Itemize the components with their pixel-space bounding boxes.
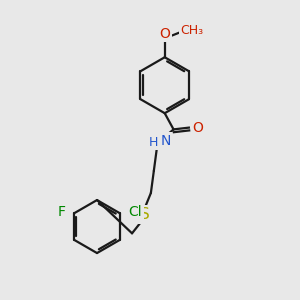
Text: Cl: Cl <box>128 205 142 219</box>
Text: O: O <box>159 27 170 41</box>
Text: F: F <box>58 205 66 219</box>
Text: N: N <box>160 134 171 148</box>
Text: CH₃: CH₃ <box>181 24 204 37</box>
Text: S: S <box>140 207 149 222</box>
Text: O: O <box>192 121 203 135</box>
Text: H: H <box>148 136 158 148</box>
